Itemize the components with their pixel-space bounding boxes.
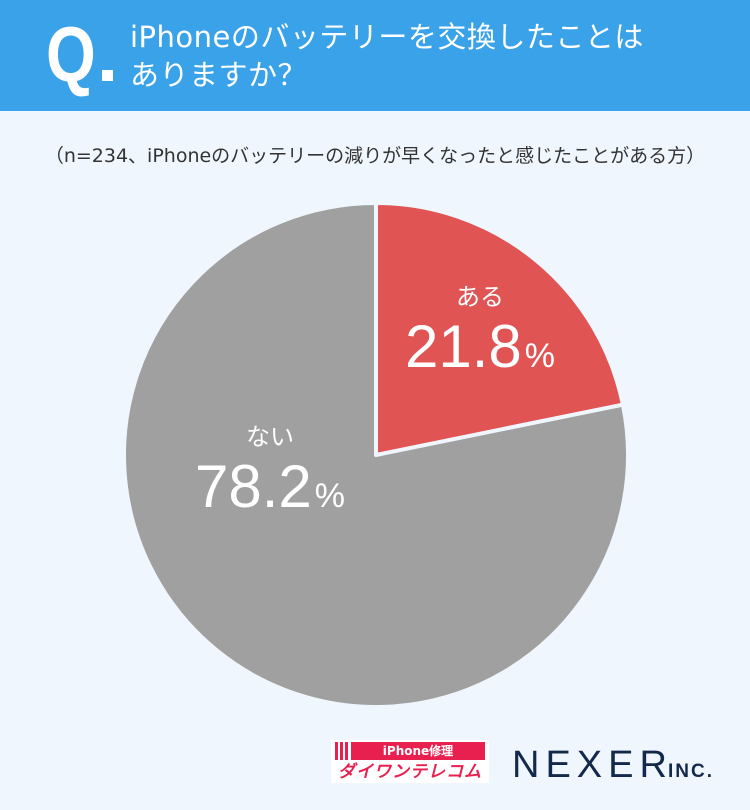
daiwan-telecom-logo: iPhone修理 ダイワンテレコム — [331, 740, 489, 783]
question-header: Q iPhoneのバッテリーを交換したことは ありますか？ — [0, 0, 750, 111]
label-yes: ある 21.8% — [395, 282, 565, 391]
label-yes-name: ある — [456, 283, 504, 311]
label-no-name: ない — [246, 423, 294, 451]
label-yes-value: 21.8% — [404, 313, 555, 380]
nexer-logo: NEXER — [512, 744, 673, 786]
label-no-value: 78.2% — [194, 453, 345, 520]
logo-bottom-text: ダイワンテレコム — [338, 762, 482, 782]
q-mark: Q — [46, 10, 96, 98]
sample-note: （n=234、iPhoneのバッテリーの減りが早くなったと感じたことがある方） — [44, 145, 706, 167]
logo-stripes — [335, 742, 349, 760]
q-dot — [102, 70, 113, 81]
title-line-2: ありますか？ — [130, 58, 308, 92]
nexer-inc: INC. — [668, 761, 714, 782]
logo-top-text: iPhone修理 — [351, 742, 485, 760]
pie-slice-yes — [374, 201, 625, 457]
title-line-1: iPhoneのバッテリーを交換したことは — [130, 20, 644, 54]
pie-slice-no — [122, 201, 630, 709]
label-no: ない 78.2% — [180, 422, 360, 531]
question-title: iPhoneのバッテリーを交換したことは ありますか？ — [130, 18, 644, 94]
